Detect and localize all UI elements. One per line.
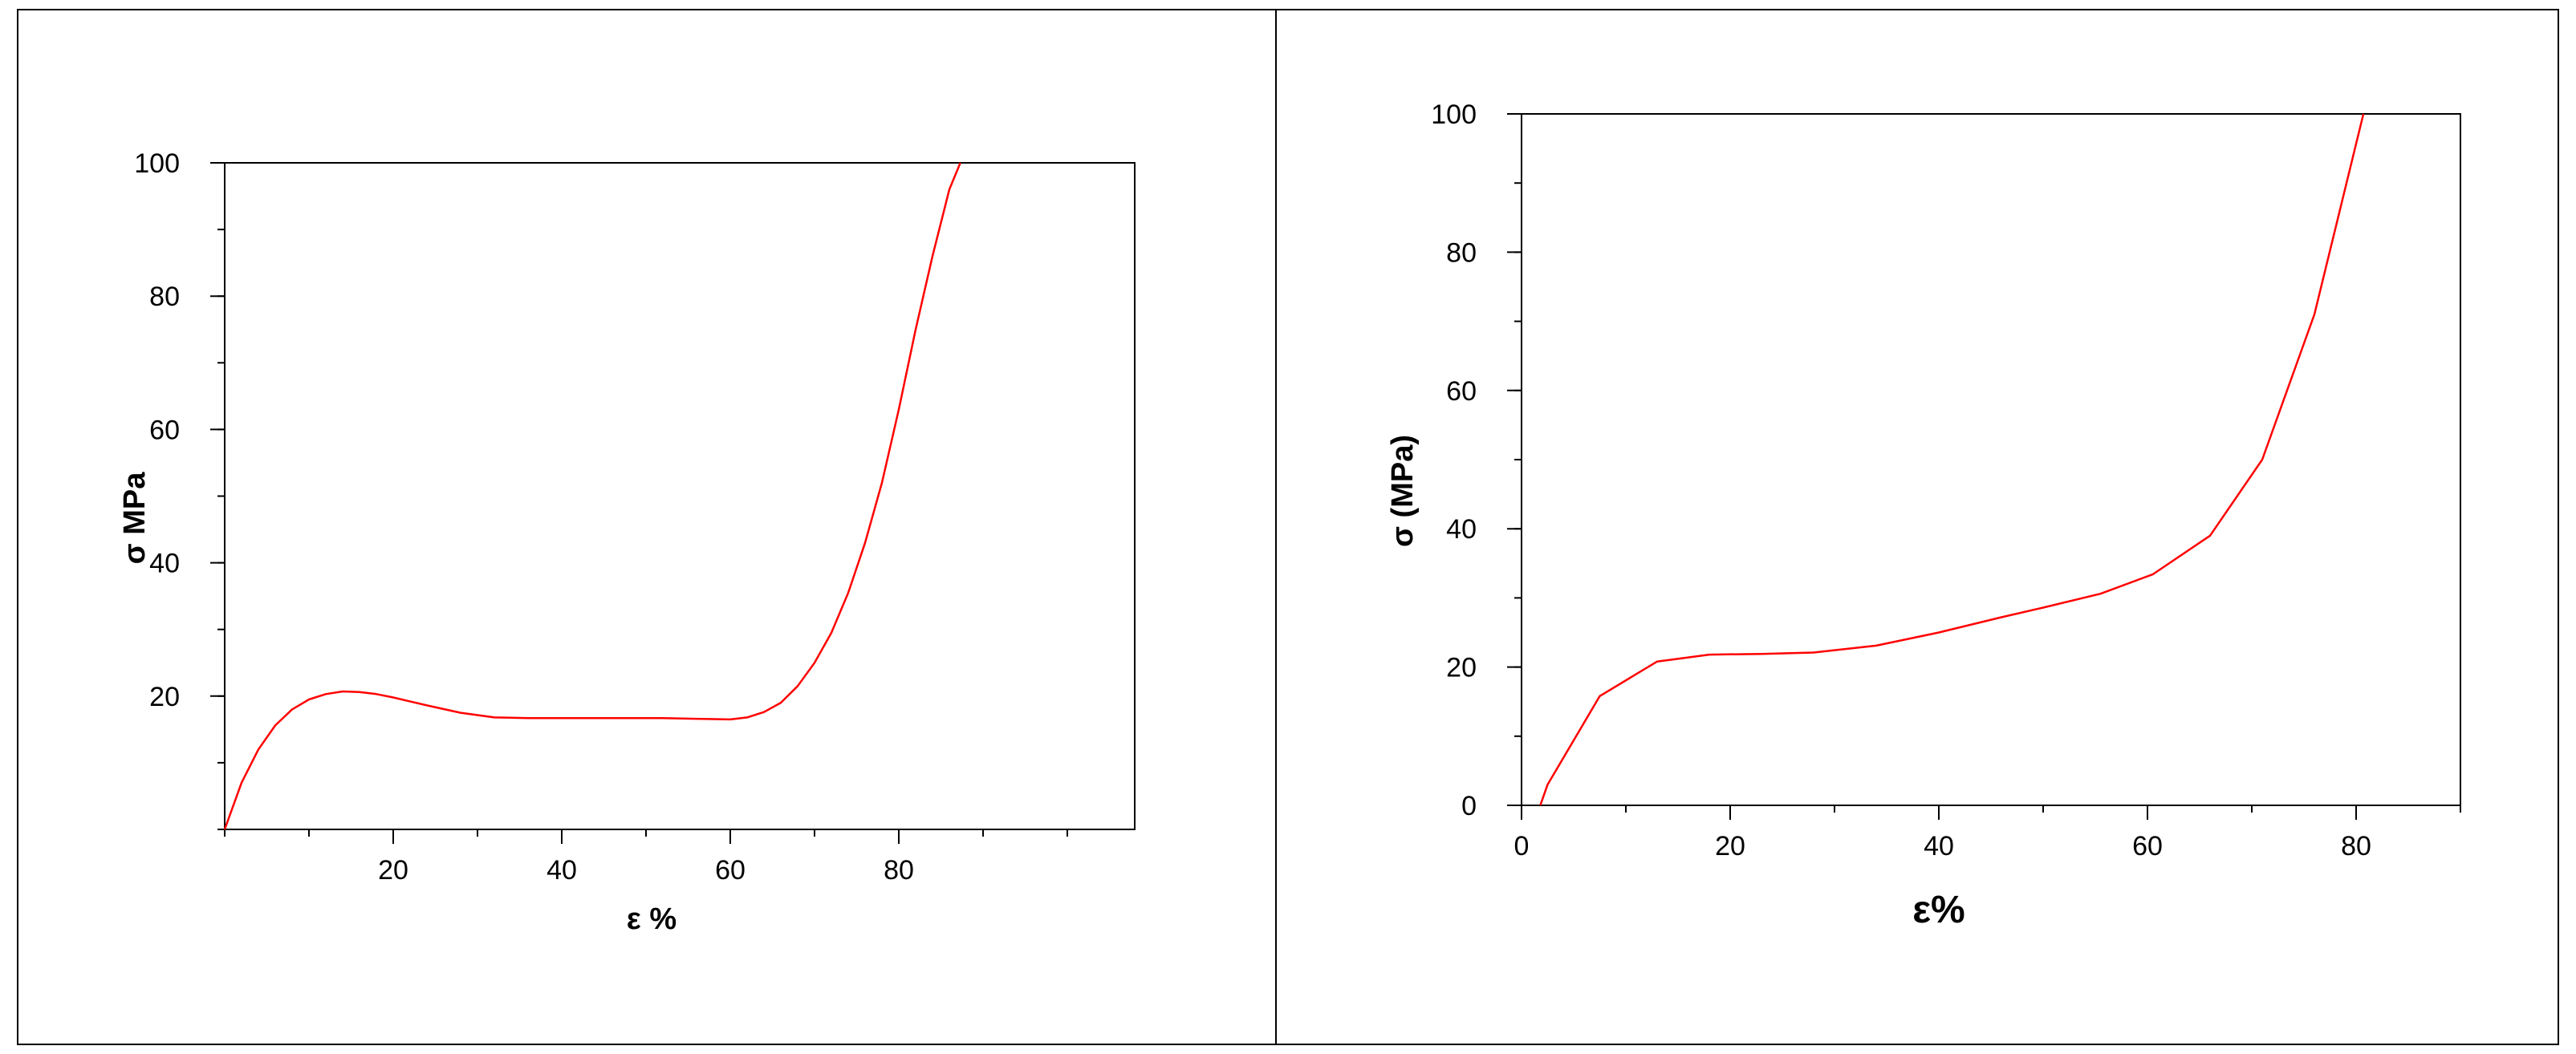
right-stress-strain-chart: 0 20 40 60 80 0 20 40 60 80 100 ε% σ (MPa) [1386,99,2461,931]
left-plot-frame [224,162,1136,830]
left-x-axis-title: ε % [627,902,677,936]
right-y-tick-label: 100 [1431,99,1477,130]
left-x-tick-label: 80 [884,855,914,886]
left-x-tick-label: 40 [546,855,577,886]
left-stress-strain-chart: 20 40 60 80 20 40 60 80 100 ε % σ MPa [118,148,1136,936]
right-y-tick-label: 0 [1461,791,1477,821]
left-y-tick-label: 100 [134,148,180,179]
right-y-axis-title: σ (MPa) [1386,435,1420,547]
left-chart-marks: 20 40 60 80 20 40 60 80 100 [134,148,1136,886]
left-y-tick-label: 60 [149,415,180,445]
right-y-tick-label: 20 [1446,653,1477,683]
right-chart-marks: 0 20 40 60 80 0 20 40 60 80 100 [1431,99,2461,861]
right-x-tick-label: 60 [2132,831,2163,861]
right-series-line [1539,113,2365,806]
right-x-tick-label: 40 [1924,831,1954,861]
right-x-axis-title: ε% [1912,889,1965,931]
right-y-tick-label: 40 [1446,514,1477,545]
right-y-tick-label: 60 [1446,376,1477,407]
right-y-tick-label: 80 [1446,237,1477,268]
figure-border [17,9,2559,1045]
right-x-tick-label: 0 [1514,831,1530,861]
left-y-axis-title: σ MPa [118,472,152,565]
left-y-tick-label: 40 [149,549,180,579]
left-series-line [223,162,961,830]
left-x-tick-label: 20 [378,855,408,886]
right-plot-frame [1521,113,2461,806]
left-x-tick-label: 60 [715,855,746,886]
left-y-tick-label: 80 [149,282,180,312]
left-y-tick-label: 20 [149,682,180,712]
right-x-tick-label: 20 [1715,831,1745,861]
right-x-tick-label: 80 [2341,831,2371,861]
